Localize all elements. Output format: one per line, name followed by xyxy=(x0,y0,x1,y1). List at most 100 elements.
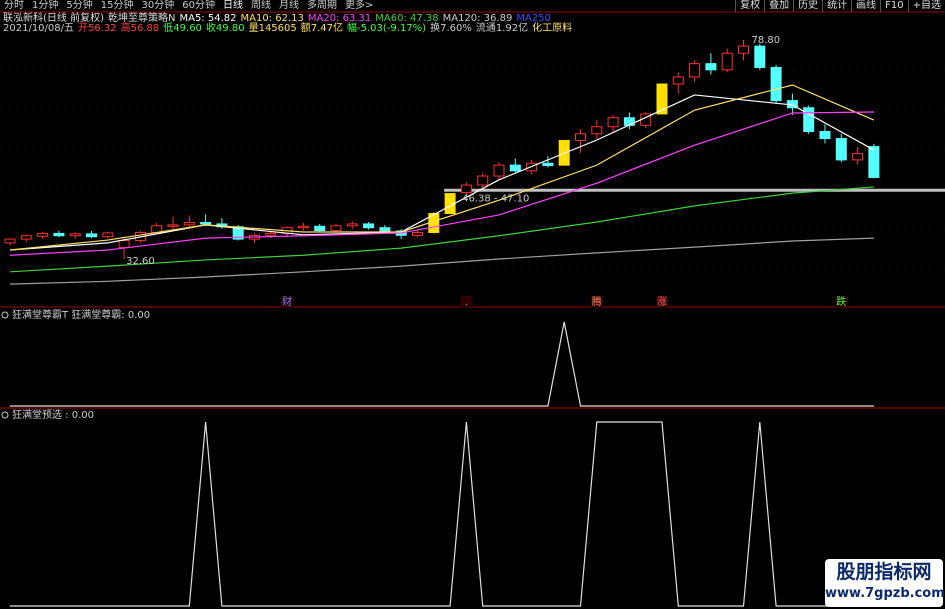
candle-body xyxy=(297,225,309,229)
quote-field: 化工原料 xyxy=(532,23,573,34)
candle-body xyxy=(167,224,179,227)
candle-body xyxy=(86,233,97,238)
panel-icon xyxy=(1,411,9,419)
candle-body xyxy=(265,232,277,236)
watermark-url: www.7gpzb.com xyxy=(825,586,945,601)
ma-label: MA20: 63.31 xyxy=(307,13,372,24)
signal-text: 涨 xyxy=(657,296,667,308)
candle-body xyxy=(412,231,423,236)
candle-body xyxy=(363,223,375,229)
candle-body xyxy=(477,175,489,186)
candle-body xyxy=(4,238,16,244)
toolbar-right: 复权 叠加 历史 统计 画线 F10 +自选 xyxy=(735,0,945,12)
quote-field: 低49.60 xyxy=(163,23,202,34)
quote-field: 幅-5.03(-9.17%) xyxy=(347,23,427,34)
candle-body xyxy=(672,76,684,85)
button[interactable]: F10 xyxy=(880,0,907,12)
signal-bg xyxy=(656,296,668,308)
candle-body xyxy=(200,222,212,225)
quote-field: 量145605 xyxy=(248,23,297,34)
candle-body xyxy=(852,153,864,161)
tab[interactable]: 15分钟 xyxy=(100,0,134,11)
tab[interactable]: 1分钟 xyxy=(32,0,59,11)
candle-body xyxy=(754,45,766,68)
range-label: 46.38 - 47.10 xyxy=(462,193,529,204)
indicator-line xyxy=(10,321,874,407)
candle-body xyxy=(689,63,701,78)
button[interactable]: 复权 xyxy=(735,0,764,12)
ma-line xyxy=(9,111,874,256)
quote-field: 高56.88 xyxy=(120,23,160,34)
button[interactable]: 历史 xyxy=(793,0,822,12)
ma-label: MA60: 47.38 xyxy=(375,13,439,24)
candle-body xyxy=(118,240,130,249)
tab[interactable]: 日线 xyxy=(222,0,243,11)
quote-field: 开56.32 xyxy=(78,23,117,34)
tab[interactable]: 60分钟 xyxy=(182,0,215,11)
ma-label: MA5: 54.82 xyxy=(179,13,237,24)
candle-body xyxy=(542,162,554,167)
candle-body xyxy=(623,117,635,126)
candle-body xyxy=(770,66,782,102)
candle-body xyxy=(803,107,815,132)
candle-body xyxy=(835,138,847,161)
candle-body xyxy=(37,232,49,237)
ma-line xyxy=(9,84,875,251)
quote-field: 收49.80 xyxy=(205,23,245,34)
signal-text: 腾 xyxy=(592,295,602,308)
candle-body xyxy=(493,164,505,177)
ma-label: MA120: 36.89 xyxy=(442,13,513,24)
quote-field: 流通1.92亿 xyxy=(475,23,529,34)
signal-bg xyxy=(835,296,848,308)
candle-body xyxy=(69,233,81,237)
button[interactable]: 叠加 xyxy=(764,0,793,12)
ma-line xyxy=(9,94,875,251)
candle-body xyxy=(721,52,733,71)
stock-name: 联泓新科(日线 前复权) xyxy=(3,13,104,24)
info-line: 2021/10/08/五 开56.32 高56.88 低49.60 收49.80 量145… xyxy=(3,23,576,34)
signal-text: . xyxy=(465,297,468,308)
candle-body xyxy=(868,146,880,178)
button[interactable]: +自选 xyxy=(907,0,945,12)
signal-bg xyxy=(281,296,294,308)
button[interactable]: 统计 xyxy=(822,0,851,12)
tab[interactable]: 30分钟 xyxy=(141,0,175,11)
candle-body xyxy=(102,232,114,238)
quote-field: 换7.60% xyxy=(430,23,472,34)
candle-body xyxy=(607,117,619,128)
candle-body xyxy=(460,184,472,194)
candle-body xyxy=(819,130,831,140)
candle-body xyxy=(738,45,749,54)
panel-title: 狂满堂尊霸T 狂满堂尊霸: 0.00 xyxy=(12,308,150,321)
candle-body xyxy=(53,232,65,237)
tab[interactable]: 更多> xyxy=(344,0,374,11)
signal-bg xyxy=(590,296,603,308)
info-line: 联泓新科(日线 前复权) 乾坤至尊策略N MA5: 54.82 MA10: 62.13… xyxy=(3,13,555,24)
watermark: 股朋指标网 www.7gpzb.com xyxy=(825,559,945,607)
signal-bg xyxy=(460,296,473,308)
signal-text: 财 xyxy=(282,295,292,308)
ma-line xyxy=(9,237,874,285)
candle-body xyxy=(591,126,603,135)
toolbar: 分时 1分钟 5分钟 15分钟 30分钟 60分钟 日线 周线 月线 多周期 更多> xyxy=(0,0,945,12)
tab[interactable]: 多周期 xyxy=(306,0,337,11)
candle-body xyxy=(656,83,668,115)
button[interactable]: 画线 xyxy=(851,0,880,12)
price-label: 78.80 xyxy=(752,35,781,46)
signal-text: 跌 xyxy=(836,295,846,308)
quote-field: 2021/10/08/五 xyxy=(3,23,75,34)
tab[interactable]: 周线 xyxy=(250,0,271,11)
tab[interactable]: 5分钟 xyxy=(66,0,93,11)
ma-line xyxy=(9,186,874,273)
tab[interactable]: 月线 xyxy=(278,0,299,11)
ma-label: MA250 xyxy=(516,13,551,24)
panel-icon xyxy=(1,311,9,319)
candle-body xyxy=(575,133,586,141)
candle-body xyxy=(705,63,717,71)
quote-field: 额7.47亿 xyxy=(300,23,344,34)
candle-body xyxy=(314,225,326,232)
tab[interactable]: 分时 xyxy=(4,0,24,11)
candle-body xyxy=(346,223,358,227)
